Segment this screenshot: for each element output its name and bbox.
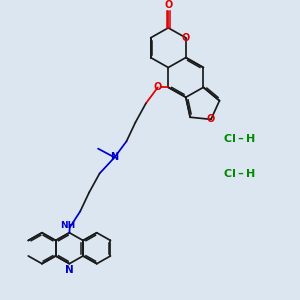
Text: Cl – H: Cl – H — [224, 169, 255, 179]
Text: O: O — [164, 0, 172, 10]
Text: N: N — [110, 152, 118, 162]
Text: Cl – H: Cl – H — [224, 134, 255, 144]
Text: O: O — [207, 114, 215, 124]
Text: O: O — [154, 82, 162, 92]
Text: NH: NH — [61, 220, 76, 230]
Text: N: N — [65, 265, 74, 275]
Text: O: O — [182, 33, 190, 43]
